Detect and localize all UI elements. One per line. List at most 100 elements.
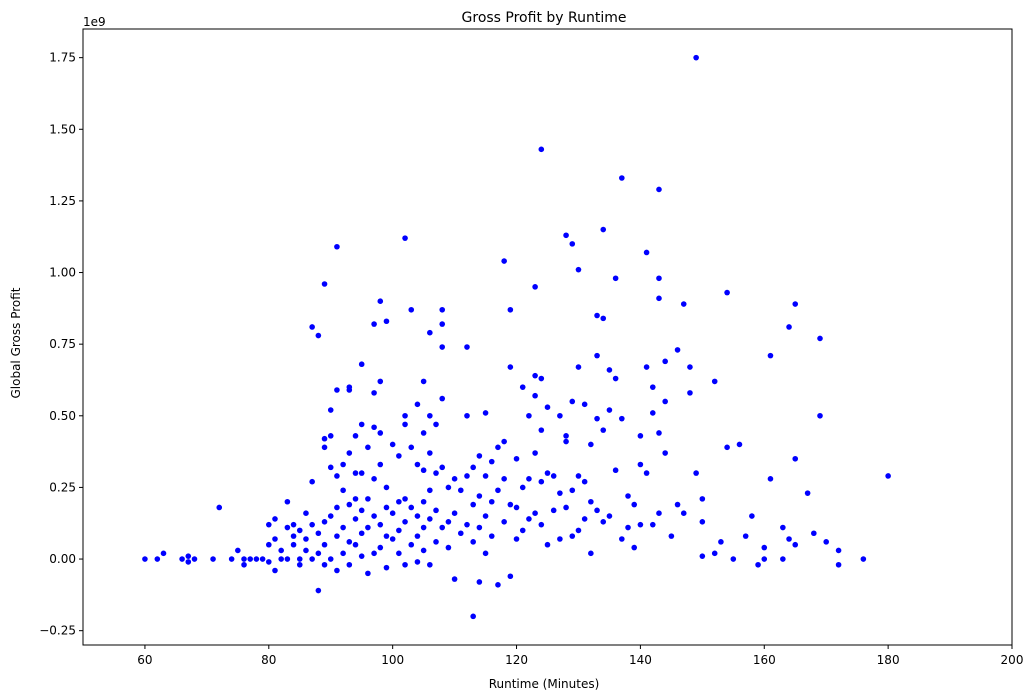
x-axis: 60 80 100 120 140 160 180 200 [137,645,1023,667]
data-point [451,510,458,516]
data-point [340,487,346,494]
data-point [594,415,600,422]
data-point [414,533,421,539]
data-point [495,487,501,494]
data-point [606,367,613,373]
data-point [346,539,353,545]
data-point [433,470,439,476]
data-point [266,559,272,565]
x-tick-label: 80 [261,653,276,667]
data-point [526,412,532,419]
data-point [643,470,650,476]
data-point [519,527,526,534]
data-point [420,467,427,474]
chart-title: Gross Profit by Runtime [462,10,627,26]
data-point [674,501,681,508]
data-point [588,498,594,505]
data-point [792,541,799,548]
x-tick-label: 180 [877,653,900,667]
data-point [823,539,829,545]
data-point [674,347,681,353]
data-point [538,146,545,153]
data-point [433,421,439,428]
data-point [408,306,415,313]
data-point [643,364,650,370]
data-point [575,527,582,534]
data-point [371,390,377,396]
data-point [377,430,384,436]
data-point [427,412,433,419]
data-point [575,473,582,479]
data-point [532,510,538,516]
data-point [352,496,359,502]
data-point [625,493,631,499]
data-point [408,444,415,451]
data-point [352,541,359,548]
x-tick-label: 100 [381,653,404,667]
data-point [340,550,346,557]
data-point [476,579,483,585]
data-point [513,536,520,542]
data-point [563,438,569,445]
data-point [711,378,718,385]
data-point [501,438,507,445]
data-point [569,241,576,247]
data-point [296,527,303,534]
data-point [649,384,656,390]
data-point [365,570,371,577]
y-tick-label: 0.50 [49,409,76,423]
data-point [532,284,538,290]
data-point [352,433,359,439]
data-point [408,541,415,548]
data-point [445,544,452,551]
data-point [358,507,365,514]
data-point [495,444,501,451]
data-point [724,289,730,296]
data-point [451,476,458,482]
data-point [284,498,291,505]
data-point [557,412,563,419]
data-point [457,487,464,494]
data-point [278,556,284,562]
data-point [637,461,644,468]
x-axis-label: Runtime (Minutes) [489,677,600,691]
data-point [334,533,340,539]
data-point [699,496,706,502]
data-point [649,521,656,528]
data-point [352,470,359,476]
data-point [569,487,576,494]
data-point [563,504,569,511]
data-point [687,390,693,396]
data-point [817,412,823,419]
data-point [668,533,675,539]
data-point [346,450,353,456]
data-point [309,478,315,485]
data-point [371,424,377,431]
data-point [600,519,607,525]
data-point [296,561,303,568]
data-point [606,513,613,519]
data-point [482,473,489,479]
data-point [860,556,867,562]
data-point [594,507,600,514]
data-point [594,352,600,359]
data-point [470,613,476,620]
data-point [259,556,266,562]
data-point [365,524,371,531]
data-point [346,501,353,508]
data-point [513,455,520,462]
data-point [321,561,328,568]
data-point [550,507,557,514]
x-tick-label: 160 [753,653,776,667]
data-point [451,576,458,582]
data-point [569,398,576,405]
data-point [501,258,507,264]
data-point [761,544,768,551]
data-point [377,298,384,304]
data-point [160,550,167,557]
y-tick-label: 0.25 [49,480,76,494]
data-point [544,541,551,548]
data-point [470,464,476,471]
data-point [619,415,625,422]
data-point [303,536,309,542]
